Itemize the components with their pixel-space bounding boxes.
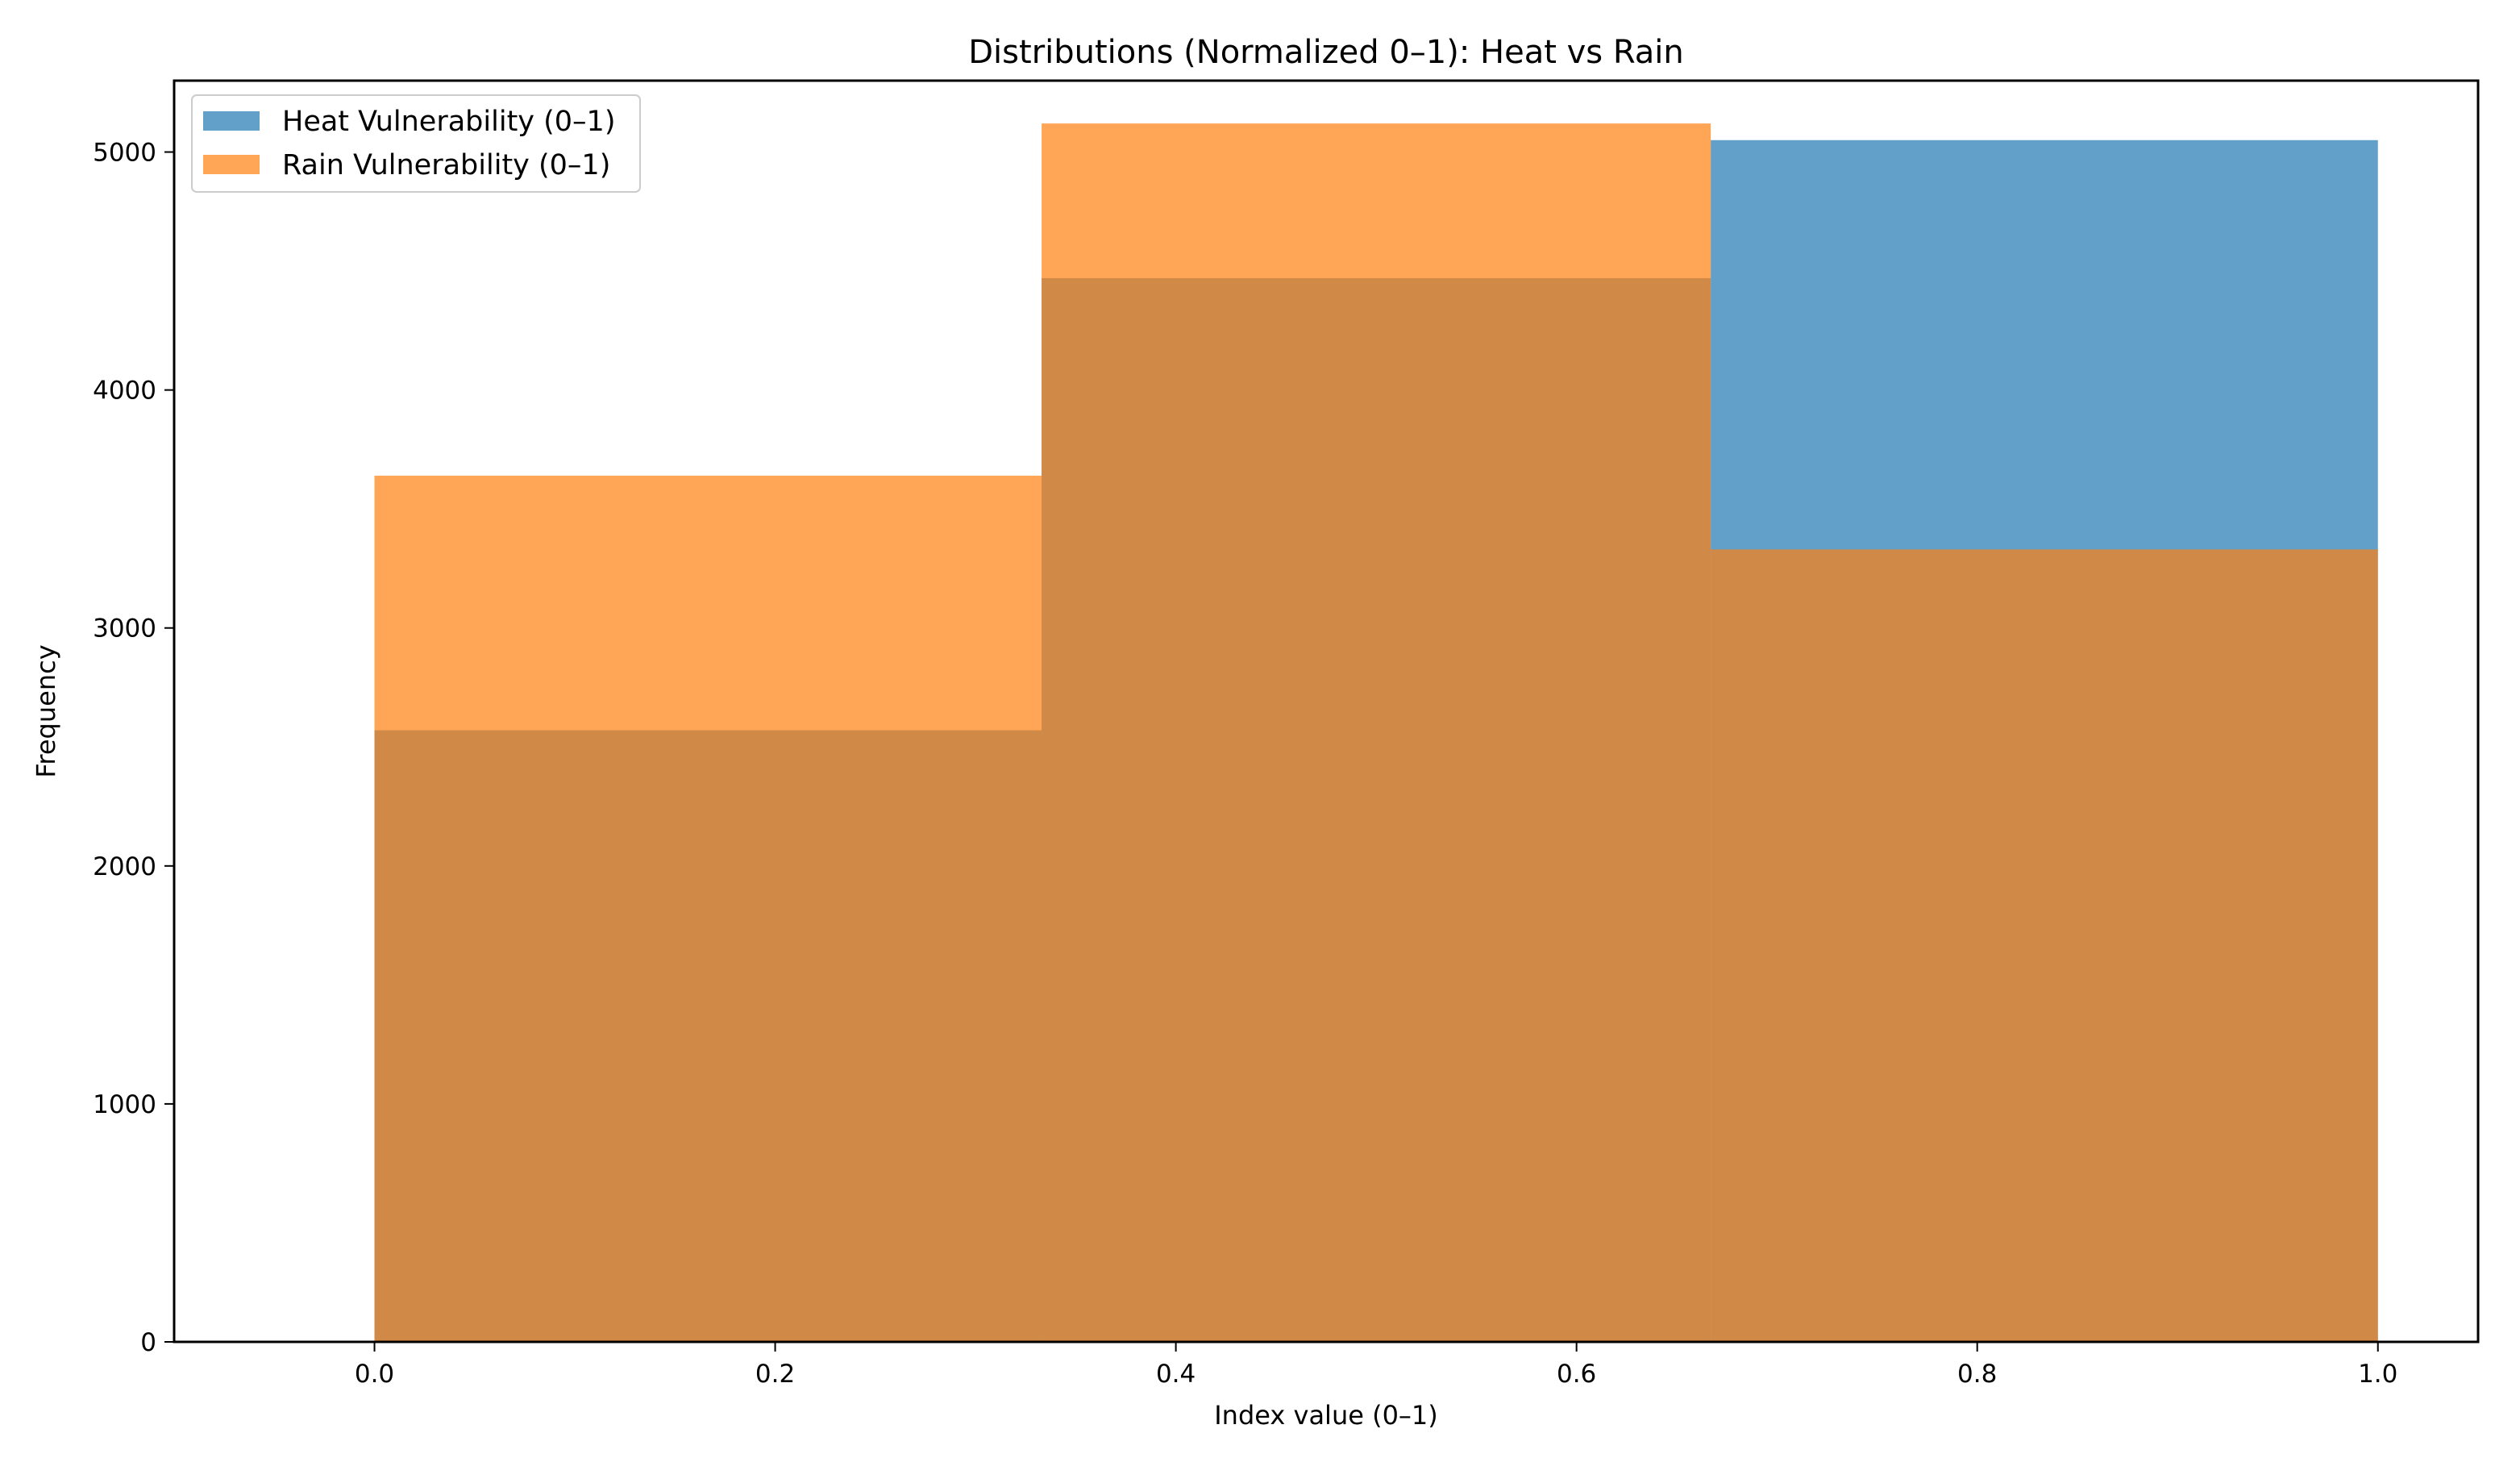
histogram-bars <box>374 123 2378 1343</box>
y-tick-label: 2000 <box>93 852 156 881</box>
legend: Heat Vulnerability (0–1) Rain Vulnerabil… <box>191 94 641 193</box>
y-axis-label: Frequency <box>31 644 61 777</box>
y-tick-label: 0 <box>140 1328 156 1357</box>
bar-rain-bin-3 <box>1711 549 2378 1342</box>
y-tick-label: 3000 <box>93 614 156 644</box>
bar-rain-bin-1 <box>374 475 1042 1342</box>
plot-frame <box>173 79 2480 1343</box>
x-tick-label: 0.2 <box>755 1360 795 1389</box>
legend-label-rain: Rain Vulnerability (0–1) <box>282 149 610 181</box>
legend-swatch-rain <box>203 155 260 174</box>
x-axis-label: Index value (0–1) <box>1214 1400 1438 1431</box>
x-axis-ticks: 0.0 0.2 0.4 0.6 0.8 1.0 <box>355 1342 2397 1389</box>
chart-title: Distributions (Normalized 0–1): Heat vs … <box>968 34 1683 71</box>
y-tick-label: 5000 <box>93 139 156 168</box>
legend-box <box>191 94 641 193</box>
y-tick-label: 4000 <box>93 377 156 406</box>
y-axis-ticks: 0 1000 2000 3000 4000 5000 <box>93 139 174 1357</box>
x-tick-label: 0.4 <box>1156 1360 1196 1389</box>
x-tick-label: 0.6 <box>1557 1360 1596 1389</box>
y-tick-label: 1000 <box>93 1090 156 1119</box>
x-tick-label: 1.0 <box>2358 1360 2397 1389</box>
legend-swatch-heat <box>203 111 260 131</box>
legend-label-heat: Heat Vulnerability (0–1) <box>282 106 615 138</box>
x-tick-label: 0.0 <box>355 1360 394 1389</box>
bar-rain-bin-2 <box>1042 123 1711 1343</box>
x-tick-label: 0.8 <box>1957 1360 1997 1389</box>
